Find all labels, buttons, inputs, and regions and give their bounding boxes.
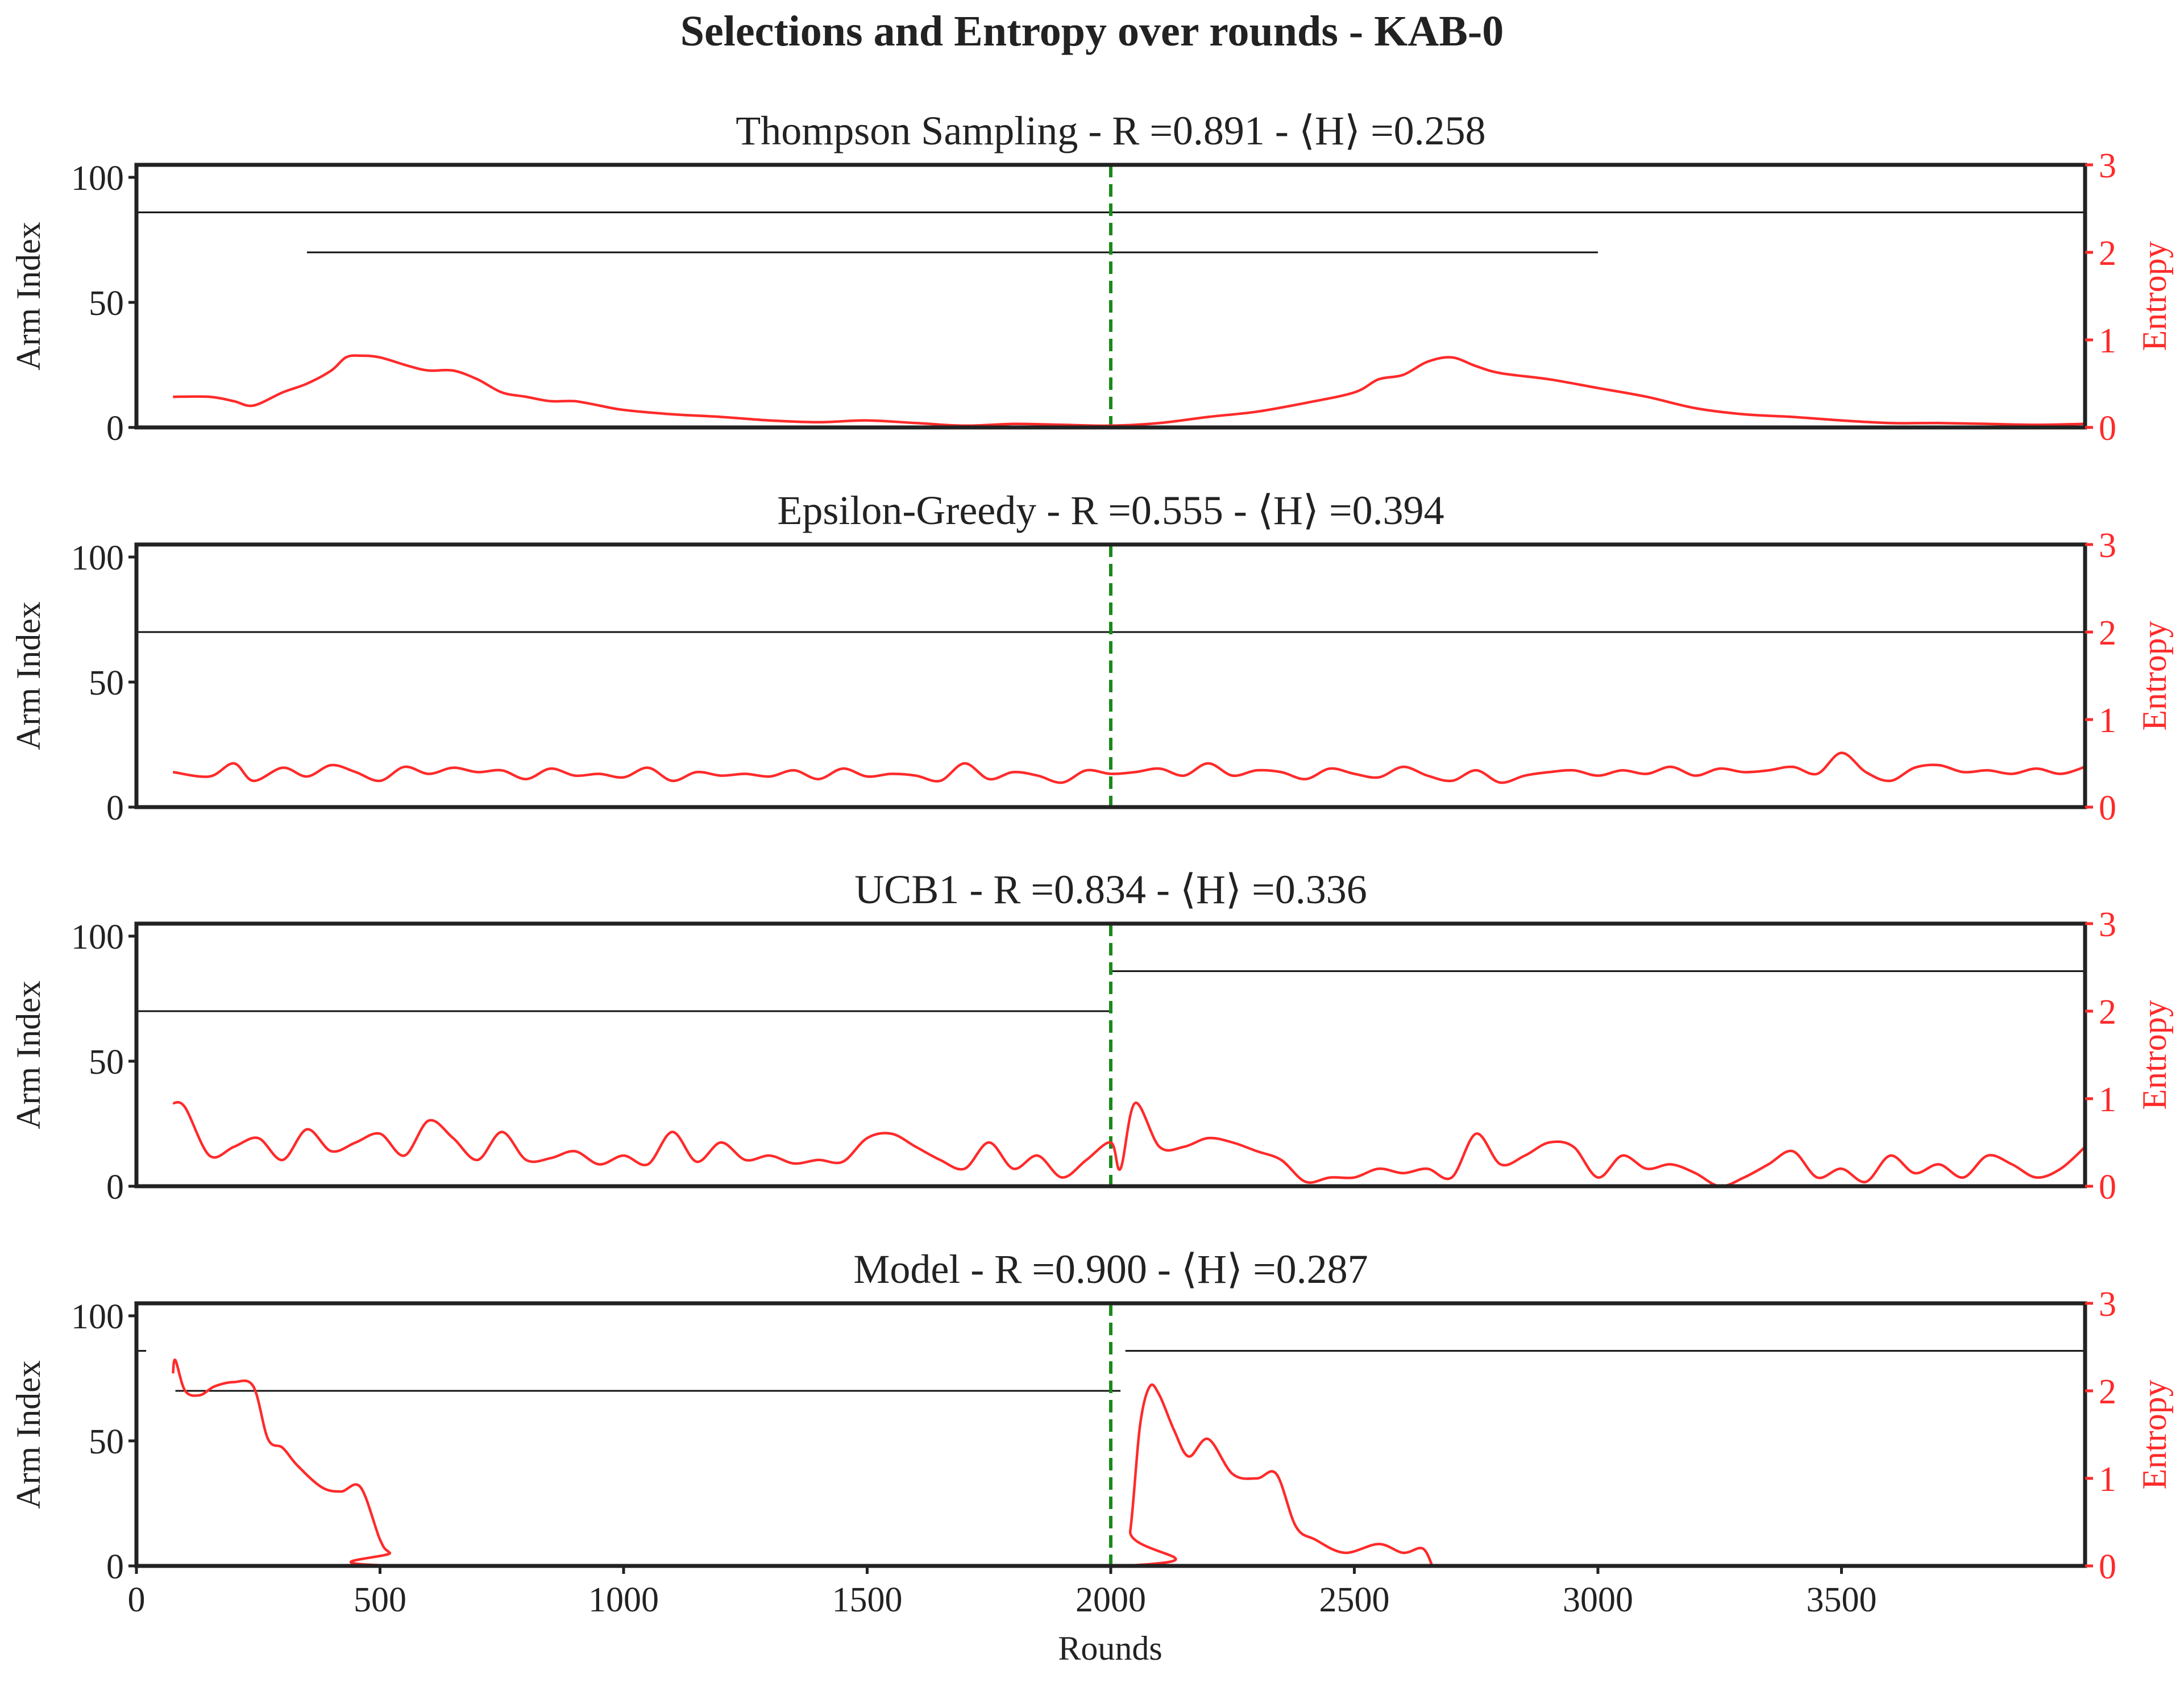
y-tick-label: 100 <box>71 159 124 198</box>
x-tick-label: 500 <box>354 1581 406 1619</box>
y2-tick-label: 3 <box>2099 1285 2116 1324</box>
panel-title: Epsilon-Greedy - R =0.555 - ⟨H⟩ =0.394 <box>777 488 1444 533</box>
x-tick-label: 3500 <box>1807 1581 1877 1619</box>
panel-title: UCB1 - R =0.834 - ⟨H⟩ =0.336 <box>854 867 1367 912</box>
panel-title: Model - R =0.900 - ⟨H⟩ =0.287 <box>853 1246 1368 1292</box>
y-tick-label: 50 <box>89 1043 124 1082</box>
y2-tick-label: 1 <box>2099 701 2116 740</box>
y2-axis-label: Entropy <box>2136 1000 2173 1109</box>
plot-area <box>136 924 2085 1186</box>
y2-tick-label: 3 <box>2099 147 2116 185</box>
y-tick-label: 0 <box>106 1548 124 1586</box>
y2-tick-label: 0 <box>2099 1168 2116 1207</box>
x-axis-label: Rounds <box>1058 1630 1162 1667</box>
y2-tick-label: 2 <box>2099 614 2116 653</box>
axes-frame <box>134 542 2087 809</box>
figure-title: Selections and Entropy over rounds - KAB… <box>680 7 1504 55</box>
plot-area <box>136 545 2085 807</box>
y2-tick-label: 1 <box>2099 1081 2116 1119</box>
y-tick-label: 50 <box>89 1423 124 1461</box>
y2-tick-label: 1 <box>2099 1460 2116 1499</box>
y-tick-label: 0 <box>106 1168 124 1207</box>
y2-tick-label: 3 <box>2099 905 2116 944</box>
y-axis-label: Arm Index <box>10 980 47 1129</box>
panel-4: Model - R =0.900 - ⟨H⟩ =0.2870501000123A… <box>10 1246 2173 1619</box>
y-tick-label: 50 <box>89 664 124 703</box>
y2-axis-label: Entropy <box>2136 241 2173 351</box>
plot-area <box>136 1303 2085 1566</box>
y2-tick-label: 2 <box>2099 993 2116 1032</box>
panel-3: UCB1 - R =0.834 - ⟨H⟩ =0.336 0 50 100 0 1 2 3 Ar… <box>10 867 2173 1207</box>
y-tick-label: 100 <box>71 539 124 577</box>
y-axis-label: Arm Index <box>10 601 47 750</box>
y-tick-label: 50 <box>89 284 124 323</box>
plot-area <box>136 165 2085 427</box>
entropy-line <box>173 354 2085 427</box>
y2-axis-label: Entropy <box>2136 1379 2173 1489</box>
y2-tick-label: 0 <box>2099 789 2116 828</box>
y2-tick-label: 2 <box>2099 1373 2116 1411</box>
x-tick-label: 1000 <box>588 1581 659 1619</box>
y2-tick-label: 2 <box>2099 234 2116 273</box>
y-axis-label: Arm Index <box>10 1360 47 1509</box>
axes-frame <box>134 163 2087 430</box>
y-tick-label: 100 <box>71 918 124 957</box>
y-tick-label: 100 <box>71 1298 124 1336</box>
entropy-line <box>172 1101 2085 1186</box>
x-tick-label: 2500 <box>1319 1581 1390 1619</box>
y-tick-label: 0 <box>106 789 124 828</box>
y2-tick-label: 0 <box>2099 1548 2116 1586</box>
entropy-line <box>172 751 2085 784</box>
y2-tick-label: 3 <box>2099 526 2116 565</box>
x-tick-label: 3000 <box>1563 1581 1633 1619</box>
axes-frame <box>134 921 2087 1189</box>
entropy-line <box>172 1358 1434 1566</box>
x-tick-label: 1500 <box>832 1581 903 1619</box>
x-tick-label: 2000 <box>1076 1581 1146 1619</box>
panel-1: Thompson Sampling - R =0.891 - ⟨H⟩ =0.25… <box>10 108 2173 448</box>
x-tick-label: 0 <box>128 1581 146 1619</box>
panel-title: Thompson Sampling - R =0.891 - ⟨H⟩ =0.25… <box>736 108 1485 153</box>
panel-2: Epsilon-Greedy - R =0.555 - ⟨H⟩ =0.394 0 5… <box>10 488 2173 828</box>
y2-tick-label: 0 <box>2099 409 2116 448</box>
y-axis-label: Arm Index <box>10 222 47 371</box>
y2-axis-label: Entropy <box>2136 621 2173 730</box>
y2-tick-label: 1 <box>2099 322 2116 360</box>
y-tick-label: 0 <box>106 409 124 448</box>
